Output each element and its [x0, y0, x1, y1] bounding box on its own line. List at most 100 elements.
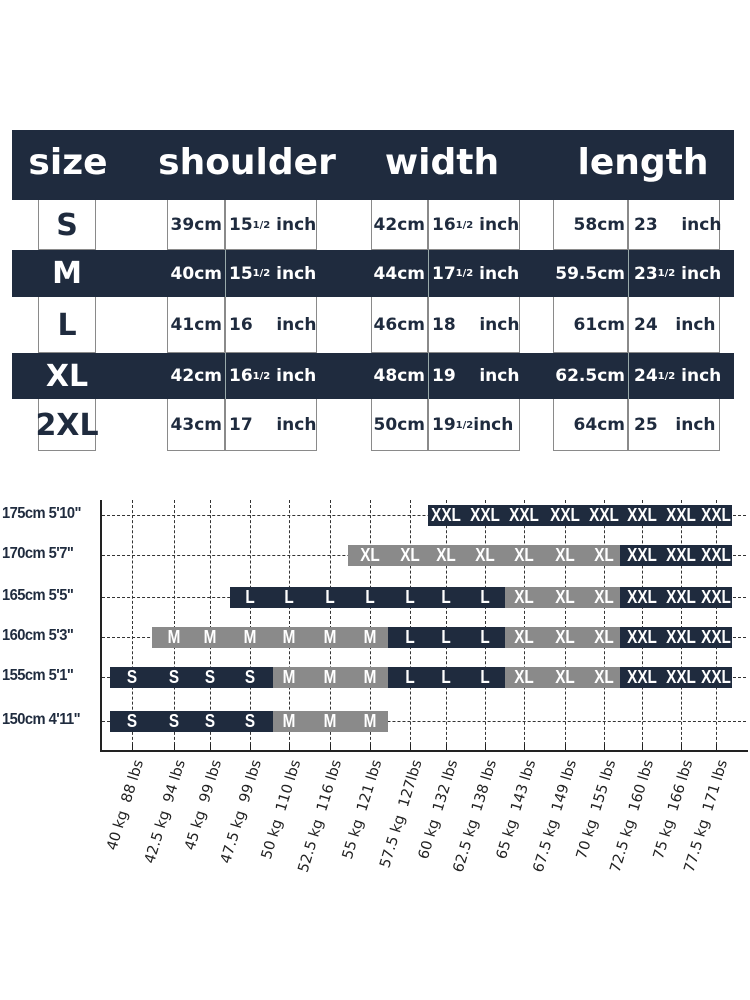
cell-border	[225, 399, 317, 451]
gridline-vertical	[485, 500, 486, 750]
size-cell-label: XL	[555, 545, 575, 565]
x-axis-tick	[524, 744, 525, 751]
size-bar-segment	[110, 711, 273, 732]
length-inch: 25 inch	[634, 415, 716, 435]
cell-border	[628, 200, 720, 250]
size-bar-segment	[388, 627, 505, 648]
weight-kg: 62.5 kg	[450, 808, 485, 875]
width-cm: 46cm	[373, 315, 425, 335]
width-cm: 42cm	[373, 215, 425, 235]
x-axis-tick	[289, 744, 290, 751]
weight-lbs: 155 lbs	[588, 758, 620, 814]
cell-border	[628, 250, 720, 297]
size-cell-label: L	[325, 587, 335, 607]
cell-border	[38, 297, 96, 353]
weight-kg: 77.5 kg	[681, 808, 716, 875]
x-axis-tick	[642, 744, 643, 751]
size-cell-label: M	[243, 627, 257, 647]
gridline-vertical	[250, 500, 251, 750]
gridline-vertical	[716, 500, 717, 750]
cell-border	[225, 250, 317, 297]
gridline-vertical	[524, 500, 525, 750]
weight-lbs: 121 lbs	[354, 758, 386, 814]
size-cell-label: M	[282, 667, 296, 687]
size-bar-segment	[273, 667, 388, 688]
gridline-vertical	[604, 500, 605, 750]
shoulder-inch: 15 1/2 inch	[229, 263, 317, 284]
gridline-vertical	[681, 500, 682, 750]
size-bar-segment	[620, 667, 732, 688]
size-cell-label: XL	[475, 545, 495, 565]
width-cm: 50cm	[373, 415, 425, 435]
size-cell-label: XL	[360, 545, 380, 565]
size-label: M	[52, 256, 82, 291]
x-axis-tick	[410, 744, 411, 751]
cell-border	[428, 297, 520, 353]
cell-border	[628, 399, 720, 451]
y-axis-line	[100, 500, 102, 752]
size-cell-label: XXL	[666, 667, 696, 687]
size-cell-label: L	[441, 667, 451, 687]
size-cell-label: M	[363, 711, 377, 731]
size-cell-label: M	[282, 711, 296, 731]
weight-lbs: 138 lbs	[469, 758, 501, 814]
cell-border	[225, 297, 317, 353]
shoulder-cm: 39cm	[170, 215, 222, 235]
size-cell-label: S	[244, 667, 256, 687]
cell-border	[428, 399, 520, 451]
weight-kg: 47.5 kg	[218, 799, 253, 866]
cell-border	[553, 297, 628, 353]
size-cell-label: S	[168, 667, 180, 687]
x-axis-tick	[330, 744, 331, 751]
gridline-horizontal	[102, 721, 746, 722]
size-cell-label: S	[168, 711, 180, 731]
size-row: XL 42cm 16 1/2 inch 48cm 19 inch 62.5cm 24 1/2 i…	[12, 353, 734, 399]
size-bar-segment	[230, 587, 505, 608]
size-cell-label: XL	[400, 545, 420, 565]
size-cell-label: L	[441, 587, 451, 607]
weight-label: 62.5 kg 138 lbs	[451, 758, 500, 874]
size-label: XL	[45, 358, 89, 394]
height-label: 160cm 5'3"	[2, 627, 74, 644]
shoulder-inch: 17 inch	[229, 415, 317, 435]
cell-border	[225, 353, 317, 399]
cell-border	[167, 297, 225, 353]
cell-border	[371, 399, 428, 451]
weight-label: 40 kg 88 lbs	[105, 758, 148, 852]
x-axis-tick	[132, 744, 133, 751]
length-cm: 64cm	[573, 415, 625, 435]
size-cell-label: XXL	[701, 667, 731, 687]
size-label: 2XL	[35, 407, 99, 443]
x-axis-line	[100, 750, 748, 752]
weight-kg: 55 kg	[339, 808, 370, 862]
size-cell-label: L	[480, 587, 490, 607]
width-inch: 19 inch	[432, 366, 520, 386]
weight-lbs: 166 lbs	[665, 758, 697, 814]
size-bar-segment	[388, 667, 505, 688]
length-cm: 58cm	[573, 215, 625, 235]
size-bar-segment	[620, 545, 732, 566]
header-size: size	[28, 142, 108, 183]
length-inch: 24 inch	[634, 315, 716, 335]
size-label: L	[57, 307, 77, 343]
size-cell-label: XL	[594, 627, 614, 647]
weight-kg: 40 kg	[104, 799, 135, 853]
x-axis-tick	[604, 744, 605, 751]
size-cell-label: M	[363, 627, 377, 647]
size-cell-label: XXL	[666, 627, 696, 647]
shoulder-cm: 40cm	[170, 263, 222, 284]
size-bar-segment	[620, 627, 732, 648]
x-axis-tick	[681, 744, 682, 751]
size-cell-label: XXL	[470, 505, 500, 525]
size-bar-segment	[505, 587, 620, 608]
size-cell-label: S	[126, 711, 138, 731]
size-cell-label: M	[323, 667, 337, 687]
gridline-vertical	[370, 500, 371, 750]
size-row: S 39cm 15 1/2 inch 42cm 16 1/2 inch 58cm 23 inch	[12, 200, 734, 250]
size-cell-label: XL	[594, 545, 614, 565]
size-cell-label: L	[284, 587, 294, 607]
width-inch: 19 1/2 inch	[432, 415, 514, 435]
size-cell-label: M	[323, 711, 337, 731]
weight-kg: 57.5 kg	[377, 804, 412, 870]
weight-label: 67.5 kg 149 lbs	[531, 758, 580, 874]
